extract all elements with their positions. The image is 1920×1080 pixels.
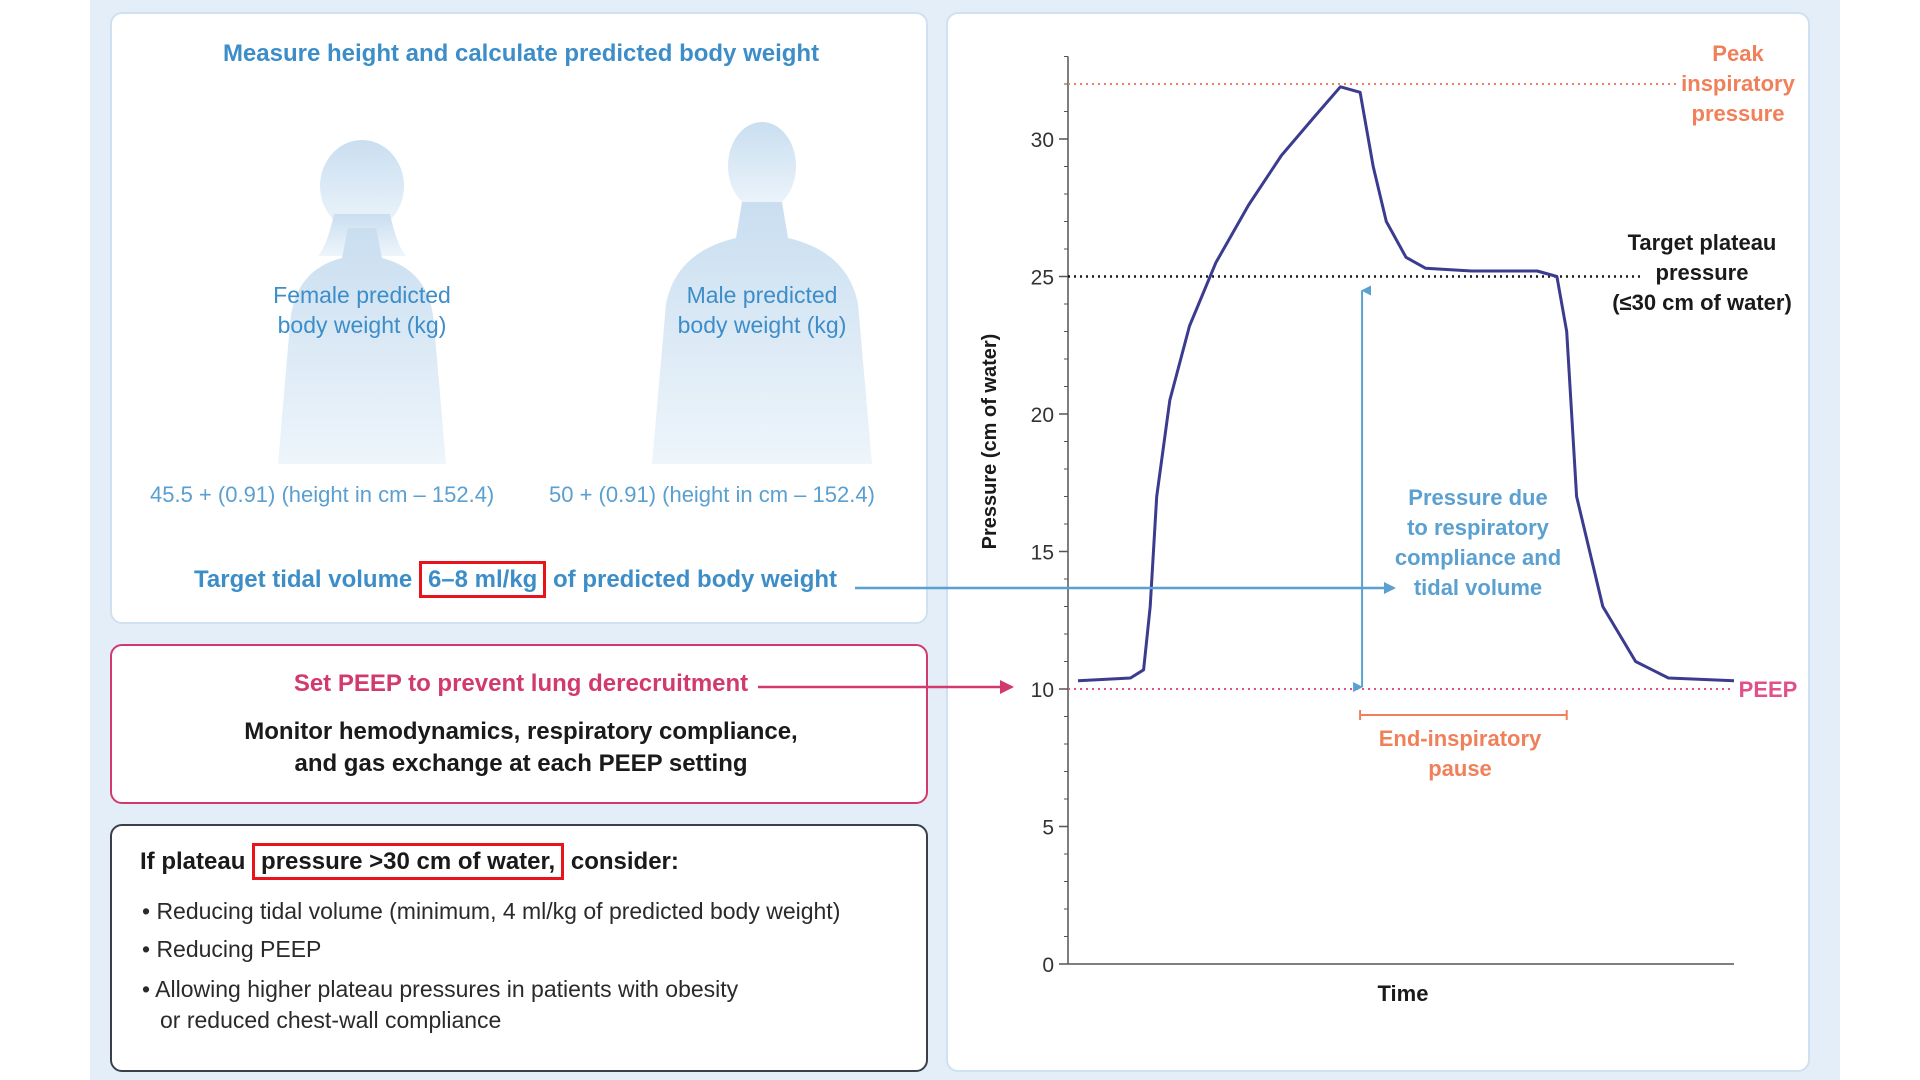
compliance-label: Pressure due (1408, 485, 1547, 510)
male-weight-label: Male predicted body weight (kg) (622, 280, 902, 340)
peep-panel-body: Monitor hemodynamics, respiratory compli… (112, 716, 930, 780)
male-weight-formula: 50 + (0.91) (height in cm – 152.4) (549, 482, 875, 507)
compliance-label: tidal volume (1414, 575, 1542, 600)
female-weight-formula: 45.5 + (0.91) (height in cm – 152.4) (150, 482, 495, 507)
peep-body-line1: Monitor hemodynamics, respiratory compli… (244, 718, 798, 745)
bullet-allow-higher-plateau-cont: or reduced chest-wall compliance (160, 1007, 502, 1033)
y-tick-label: 10 (1031, 679, 1054, 702)
y-tick-label: 25 (1031, 267, 1054, 290)
male-label-line1: Male predicted (686, 282, 838, 308)
weight-panel-title: Measure height and calculate predicted b… (222, 40, 820, 67)
y-tick-label: 15 (1031, 542, 1054, 565)
plateau-head-highlight: pressure >30 cm of water, (252, 843, 565, 880)
compliance-label: compliance and (1395, 545, 1561, 570)
y-tick-label: 20 (1031, 404, 1054, 427)
plateau-panel-heading: If plateau pressure >30 cm of water, con… (140, 843, 679, 880)
plateau-pressure-label: (≤30 cm of water) (1612, 290, 1792, 315)
plateau-pressure-label: pressure (1656, 260, 1749, 285)
peep-panel: Set PEEP to prevent lung derecruitment M… (110, 644, 928, 804)
female-weight-label: Female predicted body weight (kg) (222, 280, 502, 340)
plateau-panel: If plateau pressure >30 cm of water, con… (110, 824, 928, 1072)
peep-line-label: PEEP (1739, 677, 1798, 702)
y-tick-label: 5 (1042, 817, 1054, 840)
bullet-allow-higher-plateau: • Allowing higher plateau pressures in p… (142, 976, 739, 1002)
y-tick-label: 30 (1031, 129, 1054, 152)
x-axis-label: Time (1378, 981, 1429, 1006)
end-inspiratory-pause-label: End-inspiratory (1379, 726, 1542, 751)
silhouettes (278, 122, 872, 464)
peep-body-line2: and gas exchange at each PEEP setting (294, 750, 748, 777)
bullet-reduce-tidal-volume: • Reducing tidal volume (minimum, 4 ml/k… (142, 898, 841, 924)
male-silhouette-icon (652, 122, 872, 464)
bullet-reduce-peep: • Reducing PEEP (142, 936, 322, 962)
y-tick-label: 0 (1042, 954, 1054, 977)
plateau-pressure-label: Target plateau (1628, 230, 1777, 255)
peak-pressure-label: Peak (1712, 41, 1764, 66)
female-label-line1: Female predicted (273, 282, 451, 308)
plateau-head-prefix: If plateau (140, 848, 246, 875)
compliance-label: to respiratory (1407, 515, 1550, 540)
male-label-line2: body weight (kg) (677, 312, 847, 338)
female-silhouette-icon (278, 140, 446, 464)
peak-pressure-label: pressure (1692, 101, 1785, 126)
pressure-curve (1077, 85, 1735, 683)
plateau-head-suffix: consider: (570, 848, 679, 875)
target-tidal-volume: Target tidal volume 6–8 ml/kg of predict… (194, 561, 838, 598)
peep-panel-title: Set PEEP to prevent lung derecruitment (293, 670, 749, 697)
predicted-weight-panel: Measure height and calculate predicted b… (110, 12, 928, 624)
peak-pressure-label: inspiratory (1681, 71, 1795, 96)
tidal-value-highlight: 6–8 ml/kg (418, 561, 547, 598)
tidal-prefix: Target tidal volume (194, 566, 413, 593)
tidal-suffix: of predicted body weight (553, 566, 838, 593)
y-axis-label: Pressure (cm of water) (979, 334, 1001, 550)
female-label-line2: body weight (kg) (277, 312, 447, 338)
end-inspiratory-pause-label: pause (1428, 756, 1492, 781)
